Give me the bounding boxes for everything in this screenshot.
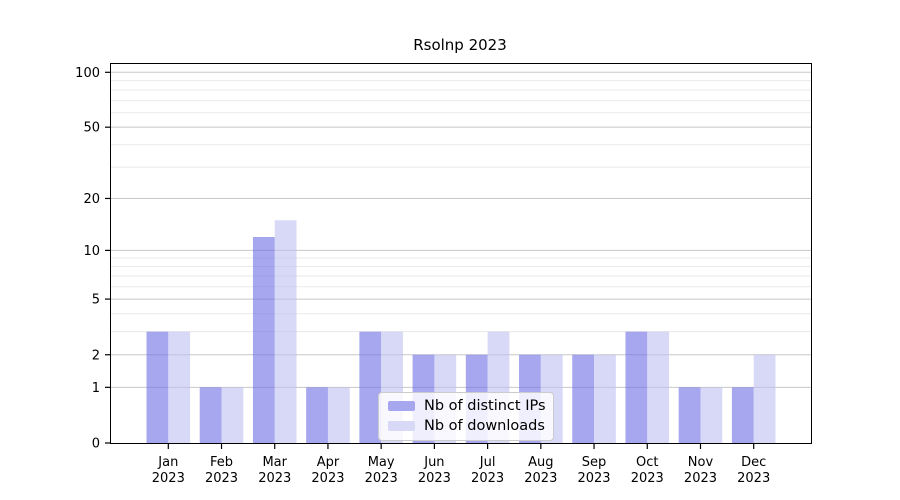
y-tick-label: 0 [92, 437, 100, 452]
x-tick-label-year: 2023 [577, 471, 610, 486]
y-tick-label: 1 [92, 381, 100, 396]
x-tick-label-year: 2023 [311, 471, 344, 486]
bar-downloads-nov [700, 387, 723, 443]
legend-swatch-distinct-ips [388, 401, 415, 411]
x-tick-label-month: Sep [582, 455, 607, 470]
bar-distinct-ips-dec [731, 387, 754, 443]
bar-downloads-dec [753, 354, 776, 443]
bar-downloads-mar [274, 220, 297, 443]
legend: Nb of distinct IPs Nb of downloads [378, 392, 554, 441]
x-tick-label-month: Jun [423, 455, 444, 470]
plot-area: 0 1 2 5 10 20 50 100 Jan 2023 Feb 2023 Mar 2023 Apr 202… [75, 63, 812, 486]
legend-label-downloads: Nb of downloads [424, 418, 545, 434]
bar-distinct-ips-mar [252, 236, 275, 443]
bar-distinct-ips-nov [678, 387, 701, 443]
bar-distinct-ips-feb [199, 387, 222, 443]
x-tick-label-year: 2023 [684, 471, 717, 486]
chart-title: Rsolnp 2023 [413, 36, 507, 54]
x-tick-label-year: 2023 [205, 471, 238, 486]
bar-downloads-jan [168, 331, 191, 443]
bar-distinct-ips-may [359, 331, 382, 443]
y-tick-label: 2 [92, 348, 100, 363]
y-tick-label: 5 [92, 293, 100, 308]
x-tick-label-month: Apr [317, 455, 340, 470]
y-tick-label: 100 [75, 66, 100, 81]
bar-downloads-sep [594, 354, 616, 443]
x-tick-label-year: 2023 [152, 471, 185, 486]
x-tick-label-month: Dec [741, 455, 766, 470]
x-tick-label-month: Feb [210, 455, 233, 470]
x-tick-label-year: 2023 [524, 471, 557, 486]
x-tick-label-month: Aug [528, 455, 553, 470]
x-tick-label-month: Jan [157, 455, 178, 470]
x-tick-label-month: Nov [688, 455, 714, 470]
legend-item-downloads: Nb of downloads [388, 418, 545, 434]
chart-canvas: 0125102050100Jan2023Feb2023Mar2023Apr202… [75, 66, 811, 486]
x-tick-label-year: 2023 [258, 471, 291, 486]
x-tick-label-month: Mar [262, 455, 287, 470]
x-tick-label-year: 2023 [418, 471, 451, 486]
x-tick-label-year: 2023 [471, 471, 504, 486]
y-tick-label: 10 [83, 244, 100, 259]
y-tick-label: 20 [83, 192, 100, 207]
x-tick-label-year: 2023 [631, 471, 664, 486]
y-tick-label: 50 [83, 121, 100, 136]
legend-label-distinct-ips: Nb of distinct IPs [424, 398, 546, 414]
x-tick-label-month: Oct [636, 455, 658, 470]
x-tick-label-year: 2023 [365, 471, 398, 486]
legend-item-distinct-ips: Nb of distinct IPs [388, 398, 546, 414]
bar-downloads-feb [221, 387, 244, 443]
bar-distinct-ips-oct [625, 331, 648, 443]
bar-downloads-apr [327, 387, 350, 443]
x-tick-label-month: May [368, 455, 395, 470]
legend-swatch-downloads [388, 421, 415, 431]
bar-distinct-ips-sep [572, 354, 595, 443]
x-tick-label-year: 2023 [737, 471, 770, 486]
bar-downloads-oct [647, 331, 670, 443]
bar-distinct-ips-apr [306, 387, 328, 443]
x-tick-label-month: Jul [479, 455, 496, 470]
bar-distinct-ips-jan [146, 331, 169, 443]
